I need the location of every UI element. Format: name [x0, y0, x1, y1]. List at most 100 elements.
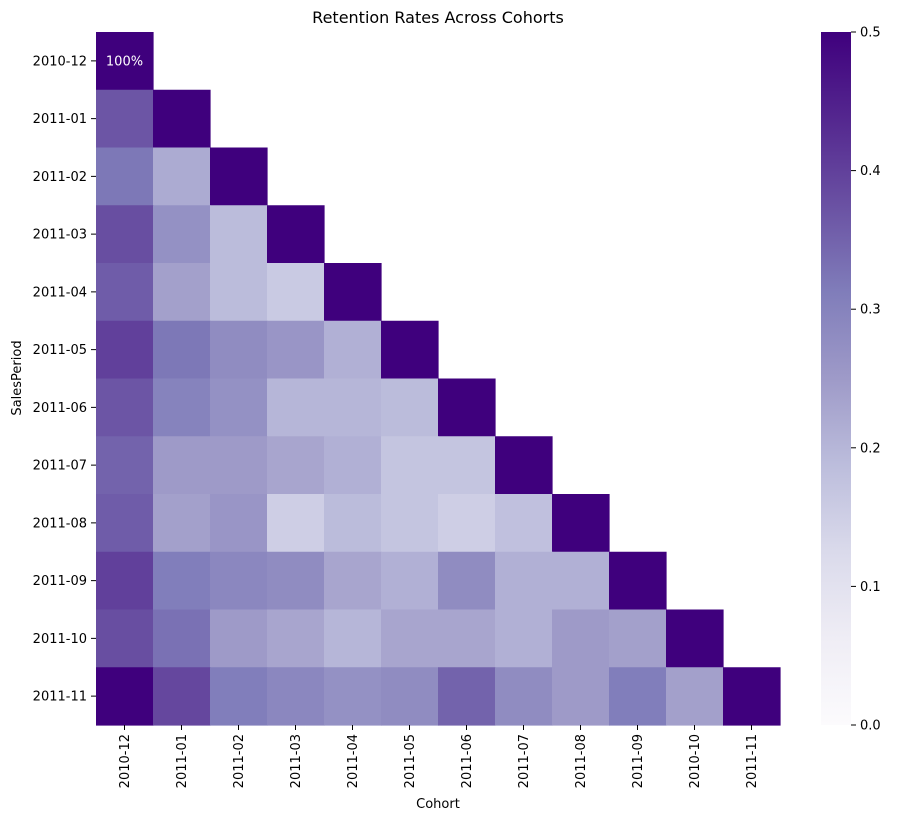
heatmap-cell — [153, 147, 211, 206]
heatmap-cell — [153, 551, 211, 611]
x-tick-label: 2011-02 — [232, 734, 247, 788]
heatmap-cell — [495, 494, 553, 553]
y-tick-label: 2011-02 — [33, 170, 87, 185]
heatmap-cell — [381, 378, 439, 437]
heatmap-cell — [210, 205, 268, 264]
heatmap-cell — [153, 494, 211, 553]
heatmap-cell — [381, 551, 439, 611]
y-tick-label: 2011-08 — [33, 516, 87, 531]
heatmap-cell — [324, 378, 382, 437]
heatmap-cell — [381, 320, 439, 380]
cell-annotations: 100% — [106, 54, 143, 69]
heatmap-cell — [267, 205, 325, 264]
heatmap-cell — [324, 551, 382, 611]
heatmap-cell — [267, 263, 325, 322]
heatmap-cell — [96, 378, 154, 437]
heatmap-cell — [267, 320, 325, 380]
x-tick-label: 2011-01 — [175, 734, 190, 788]
x-tick-label: 2011-11 — [745, 734, 760, 788]
heatmap-cell — [153, 263, 211, 322]
heatmap-cell — [153, 205, 211, 264]
heatmap-cell — [210, 320, 268, 380]
heatmap-cell — [324, 667, 382, 726]
heatmap-cell — [153, 320, 211, 380]
y-tick-label: 2011-11 — [33, 690, 87, 705]
heatmap-cell — [609, 609, 667, 668]
y-tick-label: 2011-06 — [33, 401, 87, 416]
heatmap-cell — [381, 494, 439, 553]
heatmap-cell — [552, 494, 610, 553]
colorbar-tick-label: 0.3 — [860, 303, 881, 318]
heatmap-cell — [438, 494, 496, 553]
heatmap-cell — [210, 494, 268, 553]
heatmap-cell — [267, 494, 325, 553]
x-tick-label: 2010-10 — [688, 734, 703, 788]
heatmap-cell — [153, 667, 211, 726]
colorbar-tick-label: 0.5 — [860, 26, 881, 41]
heatmap-cell — [495, 667, 553, 726]
heatmap-cell — [210, 147, 268, 206]
y-tick-label: 2011-07 — [33, 459, 87, 474]
heatmap-cell — [723, 667, 781, 726]
x-tick-label: 2011-06 — [460, 734, 475, 788]
heatmap-cell — [495, 436, 553, 495]
y-tick-label: 2011-03 — [33, 228, 87, 243]
heatmap-cell — [96, 494, 154, 553]
colorbar-tick-label: 0.4 — [860, 164, 881, 179]
x-axis-label: Cohort — [416, 797, 460, 812]
colorbar-tick-label: 0.2 — [860, 441, 881, 456]
x-tick-label: 2011-09 — [631, 734, 646, 788]
x-tick-label: 2011-04 — [346, 734, 361, 788]
heatmap-cell — [210, 263, 268, 322]
x-tick-label: 2010-12 — [118, 734, 133, 788]
y-tick-label: 2011-09 — [33, 574, 87, 589]
heatmap-cell — [609, 551, 667, 611]
heatmap-cell — [96, 32, 154, 91]
y-axis-ticks: 2010-12 2011-01 2011-02 2011-03 2011-04 2011-… — [33, 54, 96, 705]
heatmap-cells — [96, 32, 781, 726]
heatmap-cell — [210, 436, 268, 495]
heatmap-cell — [96, 147, 154, 206]
heatmap-cell — [666, 609, 724, 668]
heatmap-cell — [210, 667, 268, 726]
heatmap-cell — [267, 378, 325, 437]
heatmap-cell — [267, 551, 325, 611]
heatmap-cell — [153, 609, 211, 668]
colorbar-tick-label: 0.0 — [860, 719, 881, 734]
heatmap-cell — [210, 378, 268, 437]
heatmap-cell — [438, 667, 496, 726]
heatmap-cell — [153, 89, 211, 149]
heatmap-cell — [552, 609, 610, 668]
heatmap-cell — [210, 609, 268, 668]
heatmap-cell — [96, 320, 154, 380]
heatmap-cell — [324, 609, 382, 668]
cell-annotation: 100% — [106, 54, 143, 69]
heatmap-cell — [96, 205, 154, 264]
heatmap-cell — [153, 436, 211, 495]
heatmap-cell — [96, 609, 154, 668]
heatmap-cell — [438, 609, 496, 668]
heatmap-cell — [96, 263, 154, 322]
x-tick-label: 2011-03 — [289, 734, 304, 788]
heatmap-cell — [381, 609, 439, 668]
y-tick-label: 2011-04 — [33, 285, 87, 300]
heatmap-cell — [552, 551, 610, 611]
heatmap-cell — [381, 436, 439, 495]
heatmap-cell — [324, 263, 382, 322]
heatmap-cell — [210, 551, 268, 611]
heatmap-cell — [438, 378, 496, 437]
heatmap-cell — [552, 667, 610, 726]
heatmap-cell — [438, 436, 496, 495]
heatmap-cell — [96, 436, 154, 495]
y-tick-label: 2011-05 — [33, 343, 87, 358]
heatmap-cell — [495, 551, 553, 611]
heatmap-cell — [96, 551, 154, 611]
x-tick-label: 2011-05 — [403, 734, 418, 788]
heatmap-cell — [666, 667, 724, 726]
heatmap-cell — [267, 609, 325, 668]
heatmap-cell — [96, 89, 154, 149]
y-tick-label: 2011-01 — [33, 112, 87, 127]
heatmap-cell — [153, 378, 211, 437]
chart-title: Retention Rates Across Cohorts — [312, 8, 564, 27]
x-tick-label: 2011-08 — [574, 734, 589, 788]
